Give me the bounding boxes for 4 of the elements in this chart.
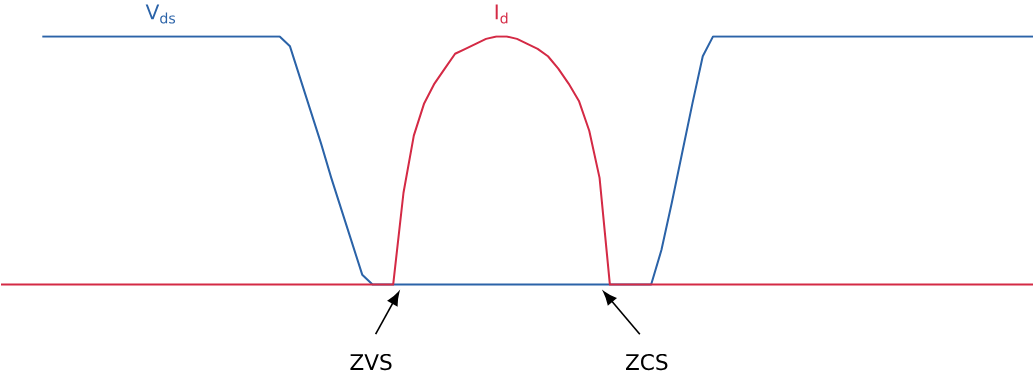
text: ZVS (350, 354, 392, 371)
series-label: I$_{d}$ (495, 4, 508, 24)
text: ZCS (626, 354, 668, 371)
series-label: V$_{ds}$ (145, 4, 176, 24)
